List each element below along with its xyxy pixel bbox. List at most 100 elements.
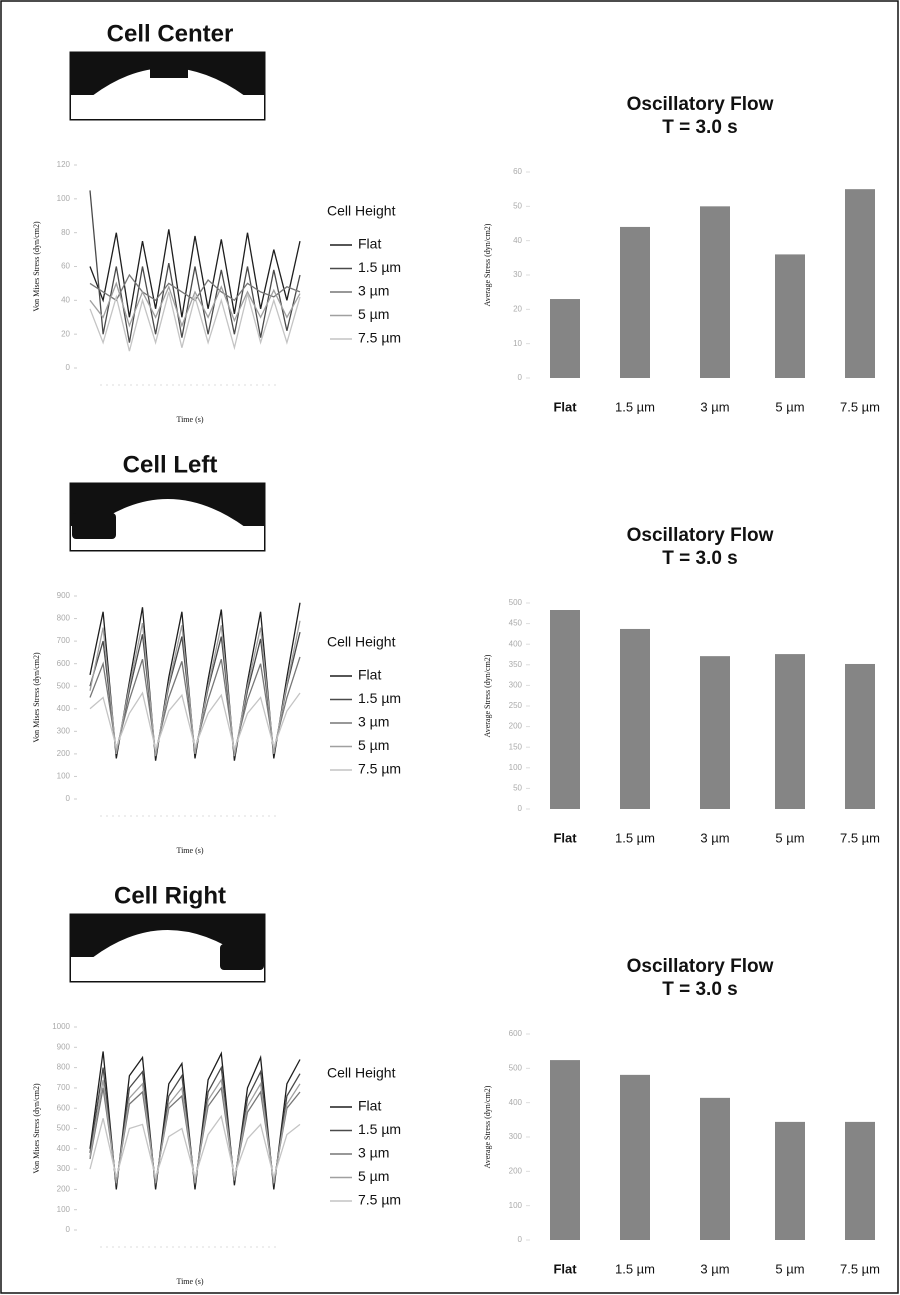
y-tick-label: 80 — [61, 228, 70, 237]
y-tick-label: 400 — [57, 1144, 71, 1153]
y-tick-label: 500 — [57, 1124, 71, 1133]
chart-title: Cell Right — [114, 882, 226, 909]
legend-label: 5 µm — [358, 1168, 389, 1184]
y-tick-label: 500 — [509, 1063, 523, 1072]
bar — [700, 656, 730, 809]
y-tick-label: 600 — [57, 659, 71, 668]
x-axis-label: Time (s) — [176, 846, 203, 855]
series-line — [89, 1077, 301, 1184]
x-tick-label: 3 µm — [700, 399, 729, 414]
y-tick-label: 40 — [513, 236, 522, 245]
probe — [150, 66, 188, 78]
legend-label: Flat — [358, 236, 381, 252]
legend-title: Cell Height — [327, 1065, 396, 1081]
y-tick-label: 900 — [57, 591, 71, 600]
probe — [72, 513, 116, 539]
chart-subtitle: T = 3.0 s — [662, 548, 738, 569]
x-tick-label: Flat — [553, 1261, 577, 1276]
legend-label: 3 µm — [358, 1145, 389, 1161]
bar — [620, 226, 650, 378]
y-tick-label: 150 — [509, 742, 523, 751]
y-axis-label: Average Stress (dyn/cm2) — [483, 223, 492, 306]
y-tick-label: 200 — [57, 749, 71, 758]
y-tick-label: 300 — [509, 681, 523, 690]
x-tick-label: 5 µm — [775, 1261, 804, 1276]
y-tick-label: 50 — [513, 201, 522, 210]
legend-title: Cell Height — [327, 203, 396, 219]
y-tick-label: 600 — [57, 1103, 71, 1112]
y-tick-label: 1000 — [52, 1022, 70, 1031]
chart-title: Oscillatory Flow — [627, 956, 774, 977]
x-tick-label: 1.5 µm — [615, 1261, 655, 1276]
schematic-left — [69, 482, 266, 552]
bar — [775, 1121, 805, 1240]
x-tick-label: 5 µm — [775, 399, 804, 414]
y-tick-label: 400 — [509, 1098, 523, 1107]
x-tick-label: Flat — [553, 399, 577, 414]
bar — [845, 663, 875, 809]
chart-title: Cell Center — [107, 20, 234, 47]
x-tick-label: 3 µm — [700, 1261, 729, 1276]
y-tick-label: 300 — [57, 726, 71, 735]
schematic-right — [69, 913, 266, 983]
y-tick-label: 500 — [57, 681, 71, 690]
y-axis-label: Von Mises Stress (dyn/cm2) — [32, 221, 41, 312]
bar — [775, 254, 805, 378]
y-tick-label: 200 — [509, 1166, 523, 1175]
legend-label: 3 µm — [358, 714, 389, 730]
y-tick-label: 20 — [513, 304, 522, 313]
y-tick-label: 50 — [513, 784, 522, 793]
y-tick-label: 60 — [61, 262, 70, 271]
y-tick-label: 200 — [57, 1185, 71, 1194]
y-tick-label: 60 — [513, 167, 522, 176]
legend-label: 3 µm — [358, 283, 389, 299]
x-tick-label: 5 µm — [775, 830, 804, 845]
y-tick-label: 450 — [509, 619, 523, 628]
bar — [550, 1060, 580, 1240]
y-tick-label: 10 — [513, 339, 522, 348]
chart-title: Oscillatory Flow — [627, 525, 774, 546]
cell-shape — [92, 499, 245, 527]
legend-label: Flat — [358, 667, 381, 683]
legend-label: 5 µm — [358, 737, 389, 753]
y-tick-label: 40 — [61, 295, 70, 304]
bar — [620, 1074, 650, 1240]
y-tick-label: 700 — [57, 636, 71, 645]
legend-label: 7.5 µm — [358, 1192, 401, 1208]
bar — [700, 1097, 730, 1240]
y-tick-label: 120 — [57, 160, 71, 169]
y-axis-label: Average Stress (dyn/cm2) — [483, 1085, 492, 1168]
bar — [550, 299, 580, 378]
cell-shape — [92, 68, 245, 96]
y-tick-label: 100 — [57, 194, 71, 203]
legend-label: 1.5 µm — [358, 259, 401, 275]
y-tick-label: 0 — [518, 804, 523, 813]
y-tick-label: 100 — [57, 1205, 71, 1214]
y-tick-label: 250 — [509, 701, 523, 710]
chart-title: Oscillatory Flow — [627, 94, 774, 115]
x-tick-label: 7.5 µm — [840, 399, 880, 414]
legend-label: 1.5 µm — [358, 1121, 401, 1137]
legend-label: 7.5 µm — [358, 330, 401, 346]
series-line — [89, 273, 301, 302]
bar — [845, 189, 875, 378]
schematic-center — [69, 51, 266, 121]
y-tick-label: 300 — [509, 1132, 523, 1141]
x-tick-label: 1.5 µm — [615, 830, 655, 845]
y-tick-label: 700 — [57, 1083, 71, 1092]
y-tick-label: 500 — [509, 598, 523, 607]
chart-subtitle: T = 3.0 s — [662, 979, 738, 1000]
bar — [550, 610, 580, 809]
cell-shape — [92, 930, 245, 958]
channel-floor — [71, 95, 264, 119]
y-tick-label: 100 — [57, 772, 71, 781]
series-line — [89, 281, 301, 328]
series-line — [89, 1065, 301, 1186]
x-axis-label: Time (s) — [176, 415, 203, 424]
y-tick-label: 400 — [509, 639, 523, 648]
legend-label: 1.5 µm — [358, 690, 401, 706]
y-tick-label: 100 — [509, 1201, 523, 1210]
y-tick-label: 400 — [57, 704, 71, 713]
y-tick-label: 0 — [518, 373, 523, 382]
